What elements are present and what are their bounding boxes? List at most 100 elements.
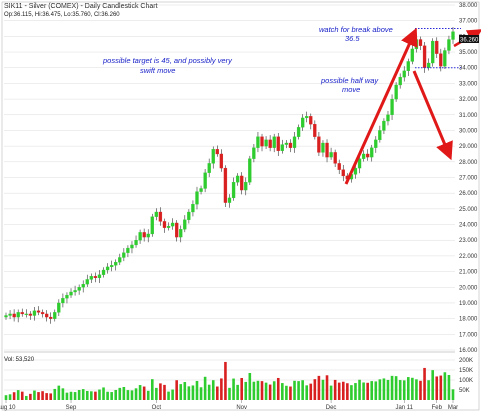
- candle-body: [418, 39, 423, 46]
- candle-body: [195, 191, 199, 205]
- volume-bar: [73, 392, 77, 400]
- candle-body: [93, 276, 98, 279]
- candle-series: [4, 26, 455, 324]
- volume-bar: [240, 377, 243, 400]
- volume-series: [4, 361, 455, 400]
- halfway-annotation-line-2: move: [342, 85, 360, 94]
- volume-bar: [382, 378, 386, 400]
- volume-bar: [167, 391, 170, 400]
- candle-body: [170, 222, 175, 227]
- volume-bar: [276, 377, 280, 400]
- half-way-arrow: [412, 70, 453, 161]
- volume-bar: [362, 382, 365, 400]
- volume-bar: [248, 373, 252, 400]
- price-tick-label: 27.000: [459, 176, 478, 182]
- candle-body: [105, 266, 110, 271]
- volume-bar: [81, 389, 85, 400]
- volume-bar: [313, 379, 317, 400]
- last-price-label: 36.260: [460, 38, 479, 44]
- volume-bar: [220, 378, 223, 400]
- volume-bar: [69, 391, 73, 400]
- candle-body: [138, 232, 142, 241]
- candle-body: [53, 312, 57, 319]
- volume-bar: [175, 380, 178, 400]
- price-tick-label: 37.000: [459, 19, 478, 25]
- candle-body: [57, 302, 61, 313]
- volume-bar: [77, 389, 81, 400]
- price-tick-label: 16.000: [459, 348, 478, 354]
- volume-bar: [98, 389, 101, 400]
- volume-bar: [341, 381, 345, 400]
- candle-body: [296, 127, 301, 137]
- candle-body: [390, 98, 394, 115]
- price-tick-label: 22.000: [459, 254, 478, 260]
- price-tick-label: 25.000: [459, 207, 478, 213]
- candle-body: [183, 219, 187, 230]
- candle-body: [28, 313, 33, 316]
- candle-body: [69, 291, 73, 296]
- candle-body: [12, 313, 16, 318]
- halfway-annotation-line-1: possible half way: [320, 76, 379, 85]
- candle-body: [61, 298, 65, 304]
- candle-body: [8, 313, 12, 316]
- volume-bar: [146, 390, 150, 400]
- volume-bar: [252, 381, 256, 400]
- volume-axis: 50K 100K 150K 200K: [459, 358, 473, 394]
- candle-body: [235, 175, 240, 183]
- candle-body: [231, 182, 236, 199]
- volume-bar: [163, 384, 166, 400]
- volume-bar: [374, 381, 378, 400]
- volume-bar: [333, 379, 337, 400]
- candle-body: [215, 149, 219, 155]
- candle-body: [20, 312, 24, 315]
- candle-body: [154, 211, 159, 217]
- volume-bar: [195, 380, 199, 400]
- volume-bar: [216, 386, 219, 400]
- price-tick-label: 33.000: [459, 81, 478, 87]
- candle-body: [353, 167, 358, 175]
- volume-bar: [130, 390, 134, 400]
- price-tick-label: 38.000: [459, 3, 478, 9]
- date-tick-label: Oct: [152, 405, 162, 411]
- price-tick-label: 18.000: [459, 317, 478, 323]
- volume-bar: [390, 375, 394, 400]
- candle-body: [370, 147, 374, 158]
- volume-bar: [171, 389, 174, 400]
- volume-bar: [199, 387, 203, 400]
- price-tick-label: 30.000: [459, 128, 478, 134]
- candle-body: [333, 152, 337, 164]
- volume-bar: [439, 375, 443, 400]
- volume-bar: [386, 379, 390, 400]
- volume-bar: [203, 376, 207, 400]
- volume-bar: [337, 382, 341, 400]
- break-annotation-line-1: watch for break above: [319, 25, 393, 34]
- candle-body: [284, 142, 289, 145]
- price-tick-label: 20.000: [459, 285, 478, 291]
- volume-bar: [272, 381, 276, 400]
- volume-bar: [317, 375, 321, 400]
- candle-body: [77, 287, 81, 291]
- volume-bar: [346, 383, 349, 400]
- price-tick-label: 19.000: [459, 301, 478, 307]
- volume-bar: [41, 391, 44, 400]
- candle-body: [435, 40, 439, 54]
- volume-bar: [179, 384, 183, 400]
- candle-body: [162, 221, 167, 228]
- volume-tick-label: 150K: [459, 368, 473, 374]
- volume-bar: [155, 387, 158, 400]
- date-tick-label: Nov: [236, 405, 247, 411]
- candle-body: [272, 136, 276, 148]
- volume-bar: [321, 379, 325, 400]
- volume-bar: [114, 389, 118, 400]
- first-leg-arrow: [344, 27, 418, 185]
- date-tick-label: Aug 10: [0, 405, 16, 411]
- price-tick-label: 24.000: [459, 223, 478, 229]
- candle-body: [244, 182, 248, 191]
- candle-body: [24, 313, 28, 315]
- price-grid: [4, 4, 455, 351]
- volume-bar: [20, 391, 24, 400]
- candle-body: [211, 149, 215, 164]
